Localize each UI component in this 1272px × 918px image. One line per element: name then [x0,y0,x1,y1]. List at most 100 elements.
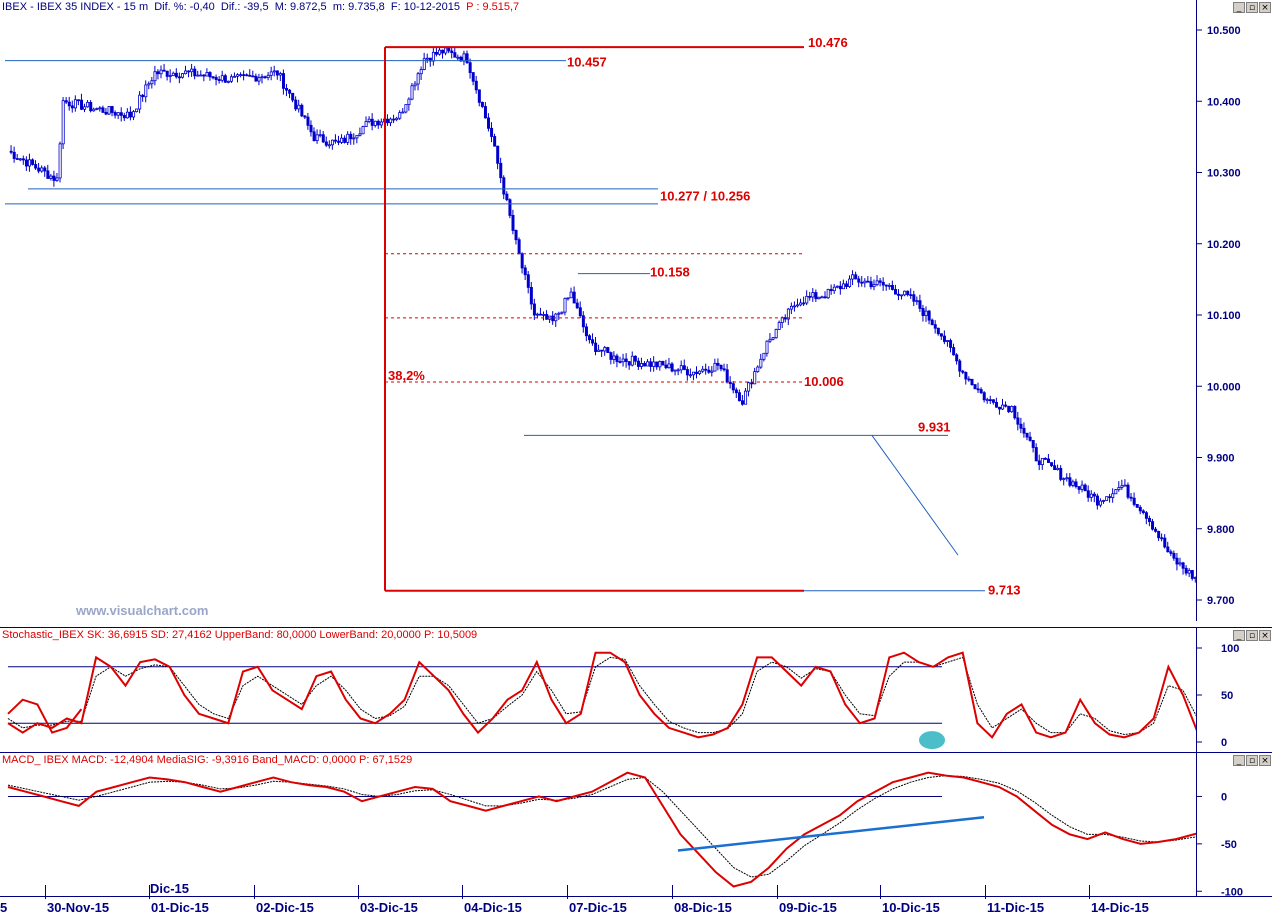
candle-body [31,159,35,165]
candle-body [1068,477,1072,486]
candle-body [835,285,839,288]
maximize-button[interactable]: ▫ [1246,630,1258,641]
candle-body [627,361,631,366]
candle-body [1062,478,1066,481]
candle-body [483,106,487,119]
price-chart[interactable]: 10.476 10.457 10.277 / 10.256 10.158 38,2% 10… [0,0,1196,621]
x-tick [254,885,255,899]
candle-body [955,354,959,362]
candle-body [630,355,634,366]
y-tick-label: 10.000 [1207,381,1241,393]
candle-body [80,99,84,110]
stochastic-axis: _ ▫ × 100 50 0 [1196,628,1272,752]
candle-body [783,317,787,320]
x-tick [777,885,778,899]
candle-body [854,274,858,280]
candle-body [808,295,812,298]
month-marker: Dic-15 [150,881,190,896]
candle-body [389,118,393,124]
candle-body [70,105,74,109]
candle-body [640,363,644,367]
candle-body [661,361,665,366]
candle-body [542,314,546,316]
candle-body [698,370,702,374]
candle-body [156,71,160,75]
candle-body [994,401,998,408]
candle-body [615,355,619,362]
candle-body [113,112,117,116]
stochastic-sk-tail [7,698,83,734]
close-button[interactable]: × [1259,630,1271,641]
candle-body [814,292,818,300]
candle-body [588,335,592,341]
annotation-label: 9.931 [918,419,951,434]
candle-body [991,399,995,403]
minimize-button[interactable]: _ [1233,755,1245,766]
candle-body [116,112,120,116]
candle-body [532,303,536,316]
candle-body [823,296,827,299]
candle-body [878,280,882,283]
candle-body [83,106,87,110]
minimize-button[interactable]: _ [1233,2,1245,13]
candle-body [618,361,622,363]
minimize-button[interactable]: _ [1233,630,1245,641]
downtrend-line [871,435,959,556]
candle-body [239,74,243,76]
stochastic-chart[interactable] [0,628,1196,752]
candle-body [1135,504,1139,508]
candle-body [624,358,628,363]
stochastic-panel: Stochastic_IBEX SK: 36,6915 SD: 27,4162 … [0,628,1196,752]
annotation-label: 10.277 / 10.256 [660,189,750,204]
candle-body [581,315,585,328]
close-button[interactable]: × [1259,2,1271,13]
candle-body [37,167,41,172]
candle-body [211,76,215,79]
maximize-button[interactable]: ▫ [1246,755,1258,766]
candle-body [141,94,145,98]
candle-body [1043,457,1047,460]
candle-body [747,382,751,392]
candle-body [621,358,625,363]
candle-body [1083,484,1087,492]
candle-body [480,101,484,107]
panel-separator [0,752,1272,753]
x-tick-label: 5 [0,900,8,915]
candle-body [1071,481,1075,486]
candle-body [612,355,616,360]
candle-body [906,290,910,296]
candle-body [1120,485,1124,488]
candle-body [829,289,833,292]
candle-body [315,134,319,142]
candle-body [236,74,240,77]
candle-body [260,76,264,79]
candle-body [416,73,420,85]
candle-body [942,335,946,342]
x-tick-label: 03-Dic-15 [360,900,418,915]
candle-body [76,99,80,102]
candle-body [21,158,25,161]
panel-separator [0,627,1272,628]
candle-body [135,108,139,113]
candle-body [719,364,723,370]
candle-body [67,101,71,107]
candle-body [572,291,576,304]
candle-body [725,369,729,383]
macd-chart[interactable] [0,753,1196,896]
candle-body [150,80,154,85]
candle-body [431,51,435,62]
x-tick-label: 08-Dic-15 [674,900,732,915]
candle-body [841,283,845,290]
candle-body [939,333,943,337]
candle-body [346,133,350,143]
close-button[interactable]: × [1259,755,1271,766]
maximize-button[interactable]: ▫ [1246,2,1258,13]
candle-body [306,116,310,126]
candle-body [355,134,359,139]
candle-body [539,313,543,316]
candle-body [324,141,328,146]
date-label: F: 10-12-2015 [390,1,461,13]
y-tick-label: 10.500 [1207,25,1241,37]
candle-body [205,72,209,77]
candle-body [144,84,148,98]
